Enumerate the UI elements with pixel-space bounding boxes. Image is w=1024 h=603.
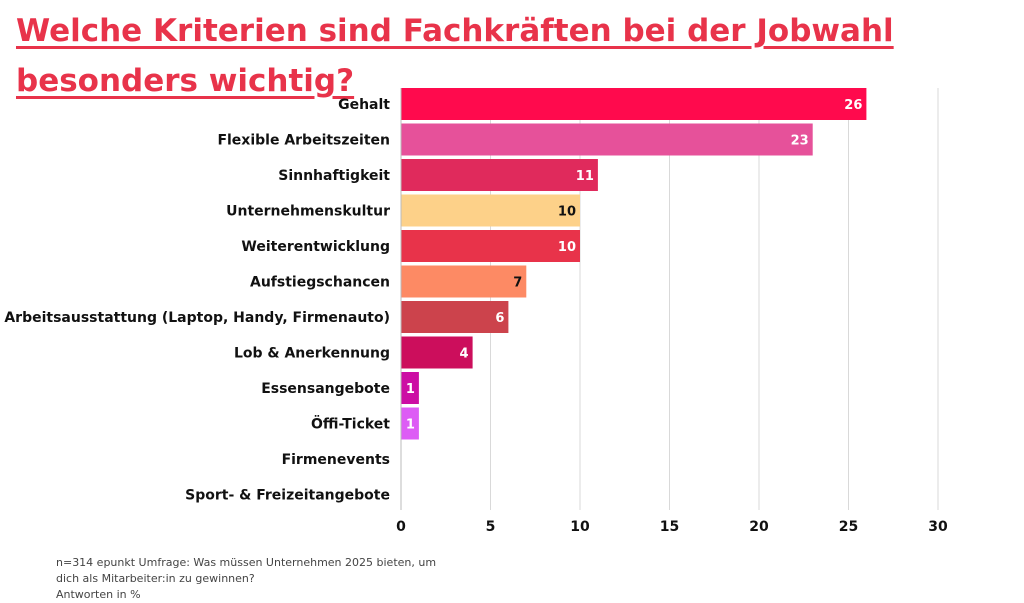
x-tick-label: 0 bbox=[396, 519, 406, 535]
value-label: 1 bbox=[406, 382, 415, 397]
bar bbox=[401, 123, 813, 156]
footnote-line-3: Antworten in % bbox=[56, 588, 141, 601]
x-tick-label: 10 bbox=[570, 519, 590, 535]
category-label: Sinnhaftigkeit bbox=[278, 168, 390, 184]
value-label: 11 bbox=[576, 169, 594, 184]
category-label: Gehalt bbox=[338, 97, 390, 113]
value-label: 10 bbox=[558, 240, 576, 255]
bar bbox=[401, 194, 580, 227]
bar bbox=[401, 372, 419, 404]
x-tick-label: 15 bbox=[660, 519, 679, 535]
category-label: Lob & Anerkennung bbox=[234, 346, 390, 362]
bar bbox=[401, 265, 527, 298]
value-label: 6 bbox=[495, 311, 504, 326]
bar bbox=[401, 336, 473, 369]
footnote: n=314 epunkt Umfrage: Was müssen Unterne… bbox=[56, 555, 456, 603]
category-label: Firmenevents bbox=[282, 452, 390, 468]
category-label: Unternehmenskultur bbox=[226, 204, 390, 220]
bar bbox=[401, 301, 509, 333]
x-tick-label: 30 bbox=[928, 519, 948, 535]
value-label: 26 bbox=[844, 98, 862, 113]
x-tick-label: 20 bbox=[749, 519, 769, 535]
bar bbox=[401, 88, 867, 120]
category-label: Öffi-Ticket bbox=[311, 415, 390, 433]
value-label: 1 bbox=[406, 418, 415, 433]
bar bbox=[401, 159, 598, 191]
category-label: Essensangebote bbox=[261, 381, 390, 397]
footnote-line-1: n=314 epunkt Umfrage: Was müssen Unterne… bbox=[56, 556, 437, 569]
chart-title: Welche Kriterien sind Fachkräften bei de… bbox=[16, 13, 894, 99]
footnote-line-2: dich als Mitarbeiter:in zu gewinnen? bbox=[56, 572, 255, 585]
bar bbox=[401, 230, 580, 262]
category-label: Aufstiegschancen bbox=[250, 275, 390, 291]
value-label: 7 bbox=[513, 276, 522, 291]
category-label: Arbeitsausstattung (Laptop, Handy, Firme… bbox=[4, 310, 390, 326]
value-label: 10 bbox=[558, 205, 576, 220]
category-label: Weiterentwicklung bbox=[241, 239, 390, 255]
value-label: 23 bbox=[791, 134, 809, 149]
value-label: 4 bbox=[460, 347, 469, 362]
category-label: Sport- & Freizeitangebote bbox=[185, 488, 390, 504]
x-tick-label: 25 bbox=[839, 519, 858, 535]
category-label: Flexible Arbeitszeiten bbox=[217, 133, 390, 149]
bar bbox=[401, 407, 419, 440]
x-tick-label: 5 bbox=[486, 519, 496, 535]
